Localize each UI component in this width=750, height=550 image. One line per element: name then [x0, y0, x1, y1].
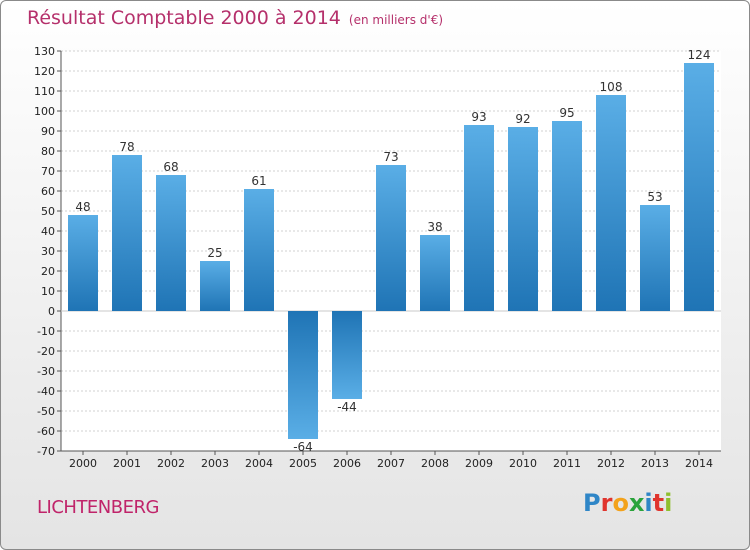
y-tick-label: -40 — [37, 385, 55, 398]
bar — [332, 311, 362, 399]
y-tick-label: 120 — [34, 65, 55, 78]
y-tick-label: 100 — [34, 105, 55, 118]
chart-title: Résultat Comptable 2000 à 2014 (en millie… — [27, 7, 443, 29]
x-tick-label: 2007 — [377, 457, 405, 470]
logo-letter: t — [652, 489, 665, 517]
y-tick-label: 80 — [41, 145, 55, 158]
y-tick-label: -20 — [37, 345, 55, 358]
y-tick-label: 10 — [41, 285, 55, 298]
logo-letter: i — [644, 489, 653, 517]
logo-letter: P — [583, 489, 601, 517]
logo-letter: r — [600, 489, 613, 517]
x-tick-label: 2000 — [69, 457, 97, 470]
y-tick-label: 40 — [41, 225, 55, 238]
data-label: 73 — [383, 150, 398, 164]
y-tick-label: -70 — [37, 445, 55, 458]
x-tick-label: 2008 — [421, 457, 449, 470]
bar — [288, 311, 318, 439]
x-tick-label: 2006 — [333, 457, 361, 470]
bar — [464, 125, 494, 311]
x-tick-label: 2011 — [553, 457, 581, 470]
y-tick-label: -60 — [37, 425, 55, 438]
bar — [640, 205, 670, 311]
data-label: -64 — [293, 440, 313, 454]
data-label: 38 — [427, 220, 442, 234]
y-tick-label: 130 — [34, 45, 55, 58]
data-label: 48 — [75, 200, 90, 214]
data-label: -44 — [337, 400, 357, 414]
bar — [508, 127, 538, 311]
bar — [376, 165, 406, 311]
bar — [420, 235, 450, 311]
data-label: 92 — [515, 112, 530, 126]
y-tick-label: 60 — [41, 185, 55, 198]
x-tick-label: 2005 — [289, 457, 317, 470]
data-label: 108 — [600, 80, 623, 94]
chart-title-text: Résultat Comptable 2000 à 2014 — [27, 7, 341, 29]
y-tick-label: 110 — [34, 85, 55, 98]
x-tick-label: 2003 — [201, 457, 229, 470]
x-tick-label: 2009 — [465, 457, 493, 470]
y-tick-label: -10 — [37, 325, 55, 338]
data-label: 68 — [163, 160, 178, 174]
y-tick-label: -50 — [37, 405, 55, 418]
bar — [244, 189, 274, 311]
logo-letter: o — [612, 489, 629, 517]
chart-subtitle: (en milliers d'€) — [348, 13, 444, 27]
data-label: 78 — [119, 140, 134, 154]
x-tick-label: 2002 — [157, 457, 185, 470]
x-tick-label: 2013 — [641, 457, 669, 470]
y-tick-label: 20 — [41, 265, 55, 278]
bar — [200, 261, 230, 311]
y-tick-label: -30 — [37, 365, 55, 378]
data-label: 53 — [647, 190, 662, 204]
x-tick-label: 2014 — [685, 457, 713, 470]
data-label: 124 — [688, 48, 711, 62]
bar — [68, 215, 98, 311]
data-label: 95 — [559, 106, 574, 120]
x-tick-label: 2010 — [509, 457, 537, 470]
data-label: 93 — [471, 110, 486, 124]
bar — [684, 63, 714, 311]
commune-name: LICHTENBERG — [37, 497, 159, 518]
data-label: 25 — [207, 246, 222, 260]
bar — [156, 175, 186, 311]
bar — [596, 95, 626, 311]
bar — [112, 155, 142, 311]
logo-letter: i — [664, 489, 673, 517]
x-tick-label: 2001 — [113, 457, 141, 470]
x-tick-label: 2012 — [597, 457, 625, 470]
bar — [552, 121, 582, 311]
proxiti-logo: Proxiti — [583, 489, 672, 517]
y-tick-label: 90 — [41, 125, 55, 138]
y-tick-label: 30 — [41, 245, 55, 258]
x-tick-label: 2004 — [245, 457, 273, 470]
y-tick-label: 50 — [41, 205, 55, 218]
y-tick-label: 0 — [48, 305, 55, 318]
y-tick-label: 70 — [41, 165, 55, 178]
data-label: 61 — [251, 174, 266, 188]
logo-letter: x — [628, 489, 645, 517]
